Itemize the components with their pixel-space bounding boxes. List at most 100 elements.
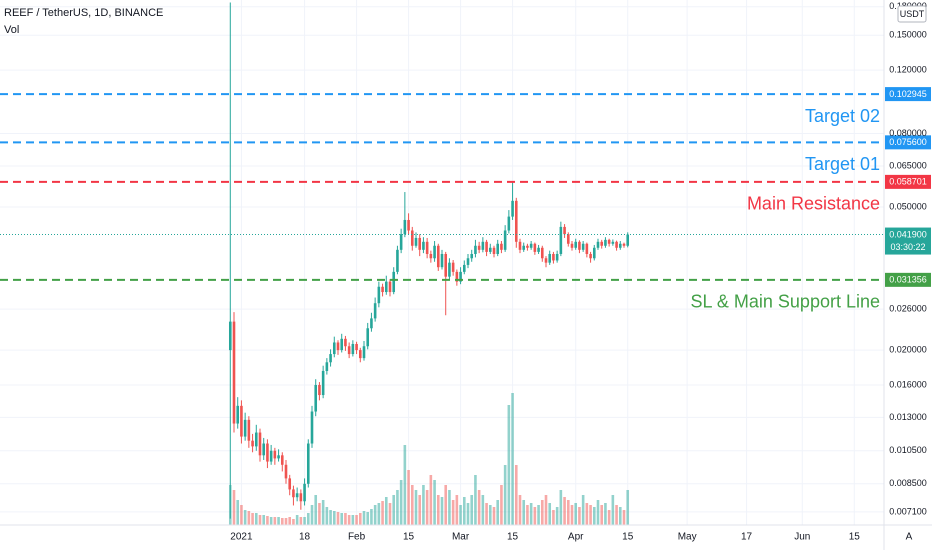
candle-body xyxy=(273,450,277,459)
price-tag-label: 0.058701 xyxy=(889,177,927,187)
candle-body xyxy=(514,200,518,242)
candle-body xyxy=(455,271,459,282)
candle-body xyxy=(384,281,388,293)
candle-body xyxy=(592,247,596,259)
volume-bar xyxy=(529,503,533,525)
x-tick-label: May xyxy=(678,532,697,543)
volume-bar xyxy=(414,490,418,525)
candle-body xyxy=(552,253,555,261)
scale-mode[interactable]: A xyxy=(906,532,913,543)
volume-bar xyxy=(604,503,607,525)
volume-bar xyxy=(258,515,262,525)
volume-bar xyxy=(600,505,604,525)
price-tag xyxy=(885,87,931,102)
volume-bar xyxy=(581,495,585,525)
y-tick-label: 0.007100 xyxy=(889,506,927,516)
candle-body xyxy=(370,318,373,329)
y-tick-label: 0.020000 xyxy=(889,344,927,354)
level-annotation: Main Resistance xyxy=(747,194,880,214)
candle-body xyxy=(548,253,552,263)
candle-body xyxy=(422,241,425,250)
candle-body xyxy=(269,450,273,462)
price-tag-label: 0.102945 xyxy=(889,89,927,99)
candle-body xyxy=(303,483,306,502)
level-annotation: Target 01 xyxy=(805,154,880,174)
candle-body xyxy=(485,241,488,252)
x-tick-label: Apr xyxy=(568,532,584,543)
candle-body xyxy=(436,245,440,268)
candle-body xyxy=(470,253,474,259)
volume-bar xyxy=(377,503,381,525)
volume-bar xyxy=(403,445,407,525)
candle-body xyxy=(366,328,370,347)
candle-body xyxy=(589,253,592,259)
volume-bar xyxy=(444,485,448,525)
volume-bar xyxy=(533,507,537,525)
x-tick-label: Feb xyxy=(348,532,366,543)
currency[interactable]: USDT xyxy=(900,9,925,19)
volume-bar xyxy=(251,513,254,525)
candle-body xyxy=(533,243,537,252)
volume-bar xyxy=(314,495,318,525)
candle-body xyxy=(351,343,355,355)
price-tag xyxy=(885,174,931,189)
candle-body xyxy=(254,432,258,447)
volume-bar xyxy=(362,511,366,525)
candle-body xyxy=(314,384,318,412)
y-tick-label: 0.016000 xyxy=(889,379,927,389)
candle-body xyxy=(555,253,559,261)
candle-body xyxy=(481,241,485,250)
volume-bar xyxy=(433,480,436,525)
candle-body xyxy=(574,241,578,248)
candle-body xyxy=(544,258,548,263)
volume-bar xyxy=(570,505,574,525)
candle-body xyxy=(451,262,455,272)
candle-body xyxy=(604,239,607,246)
volume-bar xyxy=(477,490,481,525)
volume-bar xyxy=(407,470,410,525)
volume-bar xyxy=(466,503,470,525)
volume-bar xyxy=(299,517,303,525)
volume-bar xyxy=(429,475,433,525)
candle-body xyxy=(329,354,332,363)
volume-bar xyxy=(451,500,455,525)
volume-bar xyxy=(358,513,362,525)
candle-body xyxy=(325,362,329,371)
candle-body xyxy=(306,443,310,484)
y-tick-label: 0.008500 xyxy=(889,478,927,488)
volume-bar xyxy=(559,490,563,525)
volume-bar xyxy=(555,507,559,525)
candle-body xyxy=(540,247,544,259)
volume-bar xyxy=(522,500,526,525)
candle-body xyxy=(247,419,251,441)
candle-body xyxy=(559,226,563,254)
volume-bar xyxy=(381,501,384,525)
volume-bar xyxy=(355,515,358,525)
volume-bar xyxy=(284,518,288,525)
volume-bar xyxy=(563,497,566,525)
y-tick-label: 0.120000 xyxy=(889,65,927,75)
candle-body xyxy=(474,245,477,254)
y-tick-label: 0.013000 xyxy=(889,412,927,422)
candle-body xyxy=(332,342,336,355)
volume-bar xyxy=(492,507,496,525)
candle-body xyxy=(251,440,254,447)
volume-bar xyxy=(589,505,592,525)
volume-bar xyxy=(280,518,284,525)
volume-bar xyxy=(514,465,518,525)
volume-bar xyxy=(266,516,269,525)
candle-body xyxy=(258,432,262,456)
candle-body xyxy=(310,411,314,444)
volume-bar xyxy=(336,512,340,525)
volume-bar xyxy=(384,497,388,525)
candle-body xyxy=(318,384,321,396)
volume-bar xyxy=(295,515,299,525)
candle-body xyxy=(618,243,622,248)
candle-body xyxy=(228,321,232,351)
volume-bar xyxy=(422,485,425,525)
candle-body xyxy=(355,343,358,351)
currency-box[interactable] xyxy=(897,5,927,23)
candle-body xyxy=(407,219,410,231)
candle-body xyxy=(336,342,340,351)
